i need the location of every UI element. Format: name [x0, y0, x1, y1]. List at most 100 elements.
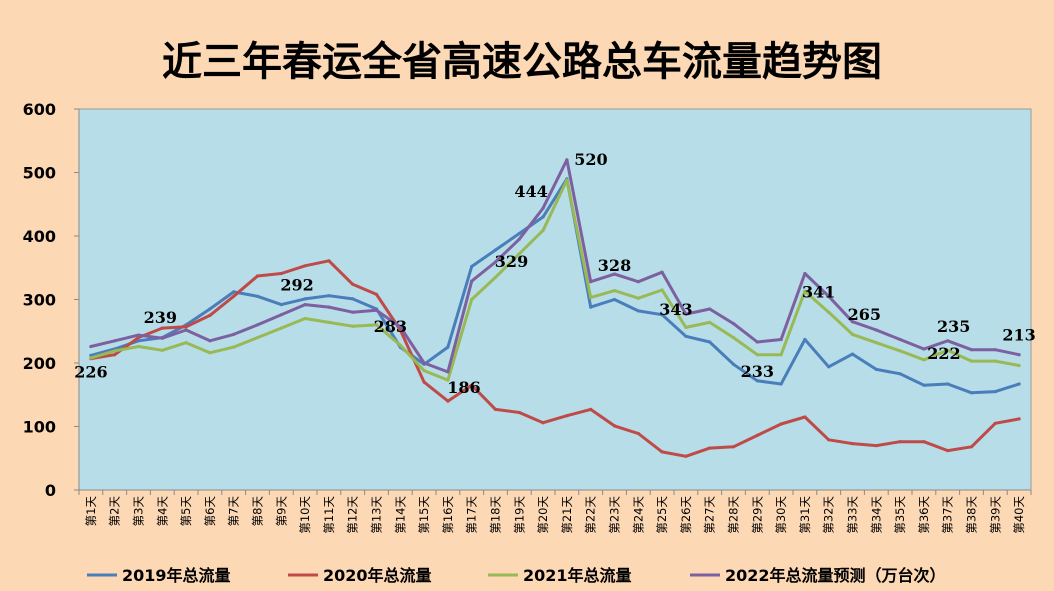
data-point-series-1 [993, 390, 997, 394]
data-point-series-2 [517, 410, 521, 415]
series-line-4 [89, 158, 1021, 374]
data-point-series-3 [279, 326, 283, 330]
data-point-series-3 [470, 297, 474, 302]
data-point-series-2 [612, 424, 617, 428]
data-point-series-2 [755, 433, 759, 437]
data-point-series-1 [779, 382, 783, 386]
data-point-series-4 [517, 237, 521, 241]
y-tick-label: 500 [23, 164, 56, 183]
data-point-series-2 [969, 445, 974, 449]
x-tick-label: 第28天 [727, 496, 741, 534]
series-line-3 [89, 178, 1021, 382]
data-point-series-2 [160, 326, 164, 330]
data-point-series-3 [589, 296, 593, 300]
x-tick-label: 第20天 [536, 496, 550, 534]
x-tick-label: 第32天 [822, 496, 836, 534]
data-point-series-4 [946, 339, 950, 343]
data-point-series-1 [493, 248, 498, 252]
data-point-series-1 [517, 231, 521, 236]
data-point-series-2 [374, 292, 379, 296]
x-tick-label: 第14天 [393, 496, 407, 534]
legend: 2019年总流量 2020年总流量 2021年总流量 2022年总流量预测（万台次） [87, 566, 946, 585]
data-point-series-4 [922, 347, 926, 351]
plot-area [78, 108, 1032, 491]
x-tick-label: 第22天 [584, 496, 598, 534]
data-point-series-2 [708, 446, 712, 450]
data-point-series-1 [850, 352, 855, 356]
data-point-series-1 [541, 215, 545, 219]
data-point-series-2 [684, 454, 688, 458]
data-point-series-2 [232, 294, 236, 298]
data-label: 283 [374, 317, 407, 336]
data-point-series-2 [279, 271, 283, 276]
x-tick-label: 第19天 [512, 496, 526, 534]
data-point-series-4 [993, 348, 997, 352]
data-label: 444 [514, 182, 547, 201]
data-point-series-4 [351, 310, 355, 314]
data-point-series-4 [731, 322, 736, 326]
data-label: 341 [802, 282, 835, 301]
data-label: 292 [280, 276, 313, 295]
x-tick-label: 第31天 [798, 496, 812, 534]
data-point-series-2 [303, 264, 307, 268]
y-tick-label: 200 [23, 354, 56, 373]
data-point-series-4 [827, 294, 831, 298]
data-point-series-4 [565, 158, 569, 162]
x-tick-label: 第37天 [941, 496, 955, 534]
data-point-series-2 [113, 353, 117, 357]
y-tick-label: 600 [23, 100, 56, 119]
data-point-series-3 [89, 356, 93, 360]
data-point-series-4 [589, 280, 593, 284]
x-tick-label: 第30天 [774, 496, 788, 534]
data-point-series-4 [136, 333, 141, 337]
data-point-series-2 [898, 440, 902, 444]
data-point-series-4 [660, 270, 664, 274]
data-point-series-2 [946, 449, 950, 453]
data-point-series-1 [969, 391, 974, 395]
x-tick-label: 第38天 [965, 496, 979, 534]
data-point-series-3 [446, 378, 450, 382]
data-point-series-2 [589, 407, 593, 411]
x-tick-label: 第33天 [846, 496, 860, 534]
data-point-series-2 [803, 415, 807, 419]
data-point-series-1 [279, 303, 283, 307]
data-point-series-3 [160, 348, 164, 352]
data-point-series-1 [874, 367, 878, 371]
x-tick-label: 第11天 [322, 496, 336, 534]
data-point-series-2 [993, 421, 997, 425]
data-point-series-1 [827, 365, 831, 369]
data-point-series-3 [636, 296, 640, 300]
data-point-series-4 [446, 370, 450, 374]
data-point-series-3 [1017, 363, 1021, 368]
data-point-series-2 [541, 421, 545, 425]
data-label: 226 [74, 362, 107, 381]
data-point-series-4 [113, 339, 117, 343]
data-point-series-1 [446, 345, 450, 349]
data-point-series-3 [232, 345, 236, 349]
legend-label-2: 2020年总流量 [323, 566, 432, 585]
x-tick-label: 第10天 [298, 496, 312, 534]
data-point-series-3 [755, 353, 759, 357]
data-point-series-1 [612, 297, 617, 302]
data-point-series-1 [255, 294, 260, 298]
data-label: 235 [937, 317, 970, 336]
data-point-series-3 [184, 341, 188, 345]
data-point-series-1 [1017, 382, 1021, 386]
data-point-series-4 [303, 303, 307, 307]
x-tick-label: 第9天 [274, 496, 288, 527]
legend-label-1: 2019年总流量 [122, 566, 231, 585]
x-tick-label: 第18天 [489, 496, 503, 534]
data-point-series-1 [208, 307, 212, 311]
data-point-series-1 [589, 305, 593, 309]
data-point-series-1 [303, 297, 307, 301]
data-point-series-3 [874, 341, 878, 345]
data-point-series-4 [422, 361, 426, 365]
data-point-series-3 [541, 228, 545, 232]
data-point-series-4 [898, 337, 902, 342]
data-point-series-2 [493, 407, 498, 411]
data-point-series-3 [398, 343, 402, 347]
x-tick-label: 第35天 [893, 496, 907, 534]
data-point-series-4 [279, 313, 283, 317]
data-labels: 226 239 292 283 186 329 444 520 328 343 233 341 265 2… [74, 150, 1036, 397]
